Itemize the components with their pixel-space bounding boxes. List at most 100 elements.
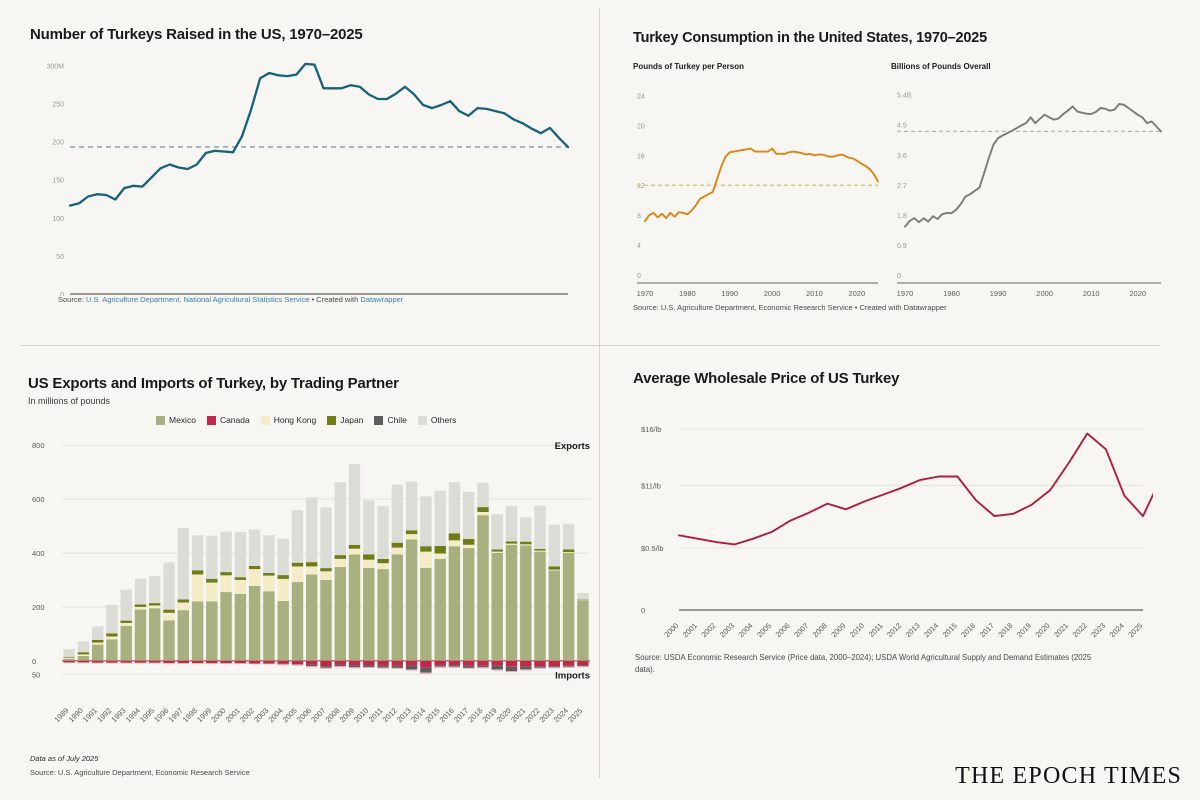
bar-segment-import — [448, 660, 461, 666]
bar-segment — [334, 482, 346, 556]
x-tick-label: 1990 — [67, 706, 85, 724]
bar-segment-import — [320, 660, 332, 667]
overall-line — [904, 103, 1162, 228]
bar-segment-import — [320, 666, 332, 668]
x-tick-label: 2002 — [238, 706, 256, 724]
x-tick-label: 2016 — [438, 706, 456, 724]
turkeys-raised-line — [68, 62, 570, 207]
legend-item-hong-kong[interactable]: Hong Kong — [260, 415, 317, 425]
bar-segment — [491, 551, 503, 553]
bar-segment — [234, 577, 247, 580]
bar-segment — [448, 482, 461, 534]
bar-segment — [106, 605, 118, 634]
bar-segment-import — [77, 660, 90, 663]
bar-segment — [391, 547, 403, 555]
bar-segment-import — [520, 666, 532, 670]
y-tick-label: $11/lb — [641, 482, 661, 491]
bar-segment-import — [463, 665, 475, 668]
legend-item-canada[interactable]: Canada — [206, 415, 250, 425]
bar-segment — [562, 552, 575, 553]
legend-label: Hong Kong — [273, 415, 317, 425]
bar-segment — [520, 541, 532, 545]
bar-segment-import — [420, 672, 432, 674]
trade-data-note: Data as of July 2025 — [30, 754, 99, 763]
imports-label: Imports — [555, 670, 590, 681]
bar-segment-import — [120, 662, 132, 664]
bar-segment — [562, 523, 575, 550]
wholesale-price-line — [678, 432, 1153, 546]
y-tick-label: 300M — [46, 63, 64, 70]
x-tick-label: 2015 — [941, 621, 959, 639]
bar-segment — [477, 515, 489, 661]
x-tick-label: 2004 — [266, 706, 284, 724]
trade-source: Source: U.S. Agriculture Department, Eco… — [30, 768, 250, 777]
bar-segment-import — [377, 660, 389, 666]
bar-segment-import — [263, 660, 275, 664]
y-tick-label: $16/lb — [641, 425, 661, 434]
bar-segment — [363, 559, 375, 568]
consumption-dual-line-charts: 24 20 16 12 8 4 0 1970 1980 1990 2000 2010 2020 5.4B 4… — [637, 93, 1162, 298]
bar-segment-import — [220, 660, 232, 664]
legend-swatch-icon — [156, 415, 165, 425]
panel-wholesale-price: Average Wholesale Price of US Turkey $16… — [633, 370, 1173, 710]
legend-item-chile[interactable]: Chile — [374, 415, 407, 425]
bar-segment — [520, 544, 532, 546]
legend-label: Mexico — [169, 415, 196, 425]
bar-segment — [77, 652, 90, 655]
bar-segment — [405, 534, 418, 540]
bar-segment — [92, 644, 104, 661]
bar-segment — [220, 592, 232, 661]
bar-segment — [291, 566, 304, 582]
x-tick-label: 2020 — [848, 289, 865, 298]
x-tick-label: 2022 — [523, 706, 541, 724]
x-tick-label: 2019 — [480, 706, 498, 724]
bar-segment — [149, 608, 161, 661]
y-tick-label: 8 — [637, 213, 641, 220]
bar-segment — [434, 558, 446, 661]
bar-segment — [77, 641, 90, 653]
bar-segment — [505, 506, 518, 542]
x-tick-label: 2021 — [1052, 621, 1070, 639]
x-tick-label: 1989 — [52, 706, 70, 724]
x-tick-label: 1994 — [124, 706, 142, 724]
panel-exports-imports: US Exports and Imports of Turkey, by Tra… — [28, 375, 594, 785]
x-tick-label: 2023 — [1089, 621, 1107, 639]
bar-segment — [405, 481, 418, 531]
source-link-usda[interactable]: U.S. Agriculture Department, National Ag… — [85, 295, 310, 304]
bar-segment — [320, 571, 332, 580]
bar-segment-import — [562, 665, 575, 667]
bar-segment — [206, 601, 218, 661]
legend-item-mexico[interactable]: Mexico — [156, 415, 196, 425]
x-tick-label: 2012 — [885, 621, 903, 639]
bar-segment — [548, 566, 560, 570]
x-tick-label: 2001 — [681, 621, 699, 639]
bar-segment — [377, 506, 389, 559]
x-tick-label: 1980 — [679, 289, 696, 298]
per-person-line — [644, 147, 879, 223]
bar-segment — [420, 496, 432, 547]
legend-item-others[interactable]: Others — [417, 415, 456, 425]
legend-swatch-icon — [206, 415, 216, 425]
bar-segment-import — [134, 662, 147, 664]
bar-segment — [448, 546, 461, 661]
bar-segment — [534, 505, 546, 549]
bar-segment — [92, 642, 104, 645]
source-link-datawrapper[interactable]: Datawrapper — [360, 295, 404, 304]
bar-segment — [320, 507, 332, 569]
bar-segment-import — [106, 660, 118, 663]
bar-segment-import — [434, 666, 446, 668]
bar-segment — [463, 548, 475, 661]
legend-item-japan[interactable]: Japan — [327, 415, 363, 425]
bar-segment — [577, 600, 589, 601]
bar-segment-import — [505, 666, 518, 672]
bar-segment-import — [206, 660, 218, 664]
bar-segment — [448, 533, 461, 541]
bar-segment — [320, 579, 332, 661]
trade-stacked-bar-chart: 8006004002000501989199019911992199319941… — [32, 441, 590, 724]
bar-segment-import — [448, 665, 461, 667]
bar-segment-import — [491, 660, 503, 666]
bar-segment — [63, 656, 75, 658]
y-tick-label: 200 — [52, 140, 64, 147]
x-tick-label: 2020 — [1033, 621, 1051, 639]
